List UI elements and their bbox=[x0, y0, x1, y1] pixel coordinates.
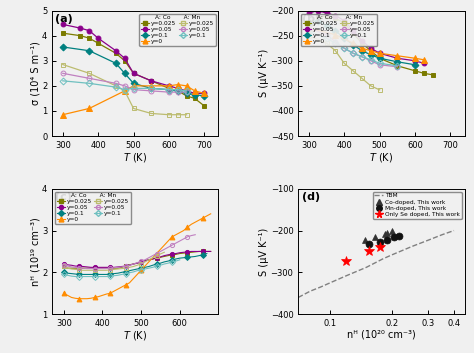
Legend: y=0.025, y=0.05, y=0.1, y=0, y=0.025, y=0.05, y=0.1: y=0.025, y=0.05, y=0.1, y=0, y=0.025, y=… bbox=[55, 192, 131, 224]
Legend: TBM, Co-doped, This work, Mn-doped, This work, Only Se doped, This work: TBM, Co-doped, This work, Mn-doped, This… bbox=[373, 192, 462, 219]
Y-axis label: S (µV K⁻¹): S (µV K⁻¹) bbox=[259, 49, 269, 97]
Text: (a): (a) bbox=[55, 14, 73, 24]
Y-axis label: nᴴ (10¹⁹ cm⁻³): nᴴ (10¹⁹ cm⁻³) bbox=[30, 217, 40, 286]
Legend: y=0.025, y=0.05, y=0.1, y=0, y=0.025, y=0.05, y=0.1: y=0.025, y=0.05, y=0.1, y=0, y=0.025, y=… bbox=[301, 13, 377, 46]
X-axis label: $T$ (K): $T$ (K) bbox=[369, 151, 393, 164]
Y-axis label: S (µV K⁻¹): S (µV K⁻¹) bbox=[259, 227, 269, 276]
X-axis label: $T$ (K): $T$ (K) bbox=[123, 329, 147, 342]
Text: (b): (b) bbox=[301, 14, 319, 24]
Legend: y=0.025, y=0.05, y=0.1, y=0, y=0.025, y=0.05, y=0.1: y=0.025, y=0.05, y=0.1, y=0, y=0.025, y=… bbox=[139, 13, 216, 46]
Text: (d): (d) bbox=[301, 192, 319, 203]
X-axis label: nᴴ (10²⁰ cm⁻³): nᴴ (10²⁰ cm⁻³) bbox=[347, 329, 416, 340]
X-axis label: $T$ (K): $T$ (K) bbox=[123, 151, 147, 164]
Text: (c): (c) bbox=[55, 192, 73, 203]
Y-axis label: σ (10⁴ S m⁻¹): σ (10⁴ S m⁻¹) bbox=[30, 41, 40, 105]
